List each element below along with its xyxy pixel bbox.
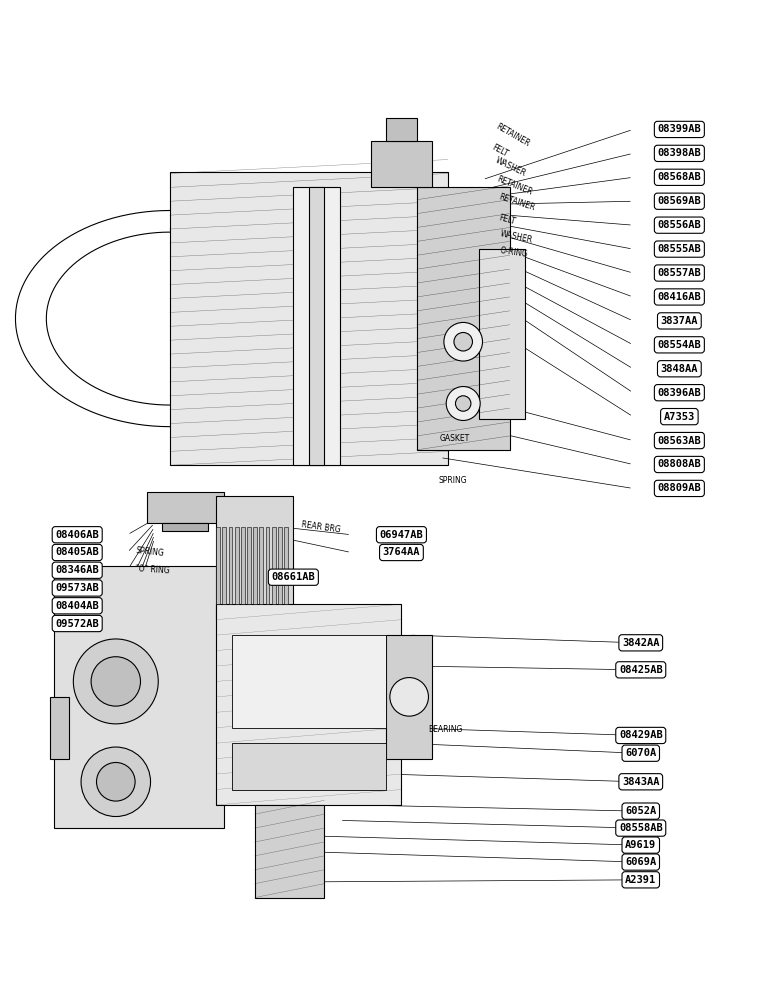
Text: RETAINER: RETAINER	[498, 193, 537, 213]
Text: 6069A: 6069A	[625, 857, 656, 867]
Text: 08429AB: 08429AB	[619, 730, 662, 740]
Text: SPRING: SPRING	[438, 476, 467, 485]
Bar	[222, 527, 226, 604]
Circle shape	[444, 322, 482, 361]
Text: 08558AB: 08558AB	[619, 823, 662, 833]
Text: FELT: FELT	[490, 143, 510, 159]
Bar	[278, 527, 282, 604]
Circle shape	[446, 387, 480, 420]
Text: WASHER: WASHER	[499, 229, 533, 245]
Bar	[232, 743, 386, 790]
Bar	[293, 187, 340, 465]
Text: RETAINER: RETAINER	[494, 122, 531, 148]
Text: 3764AA: 3764AA	[383, 547, 420, 557]
Text: 08555AB: 08555AB	[658, 244, 701, 254]
Text: GASKET: GASKET	[440, 434, 470, 443]
FancyBboxPatch shape	[170, 172, 448, 465]
Text: 08556AB: 08556AB	[658, 220, 701, 230]
Text: 09573AB: 09573AB	[56, 583, 99, 593]
Text: BEARING: BEARING	[428, 725, 463, 734]
Bar	[235, 527, 239, 604]
Bar	[216, 527, 220, 604]
Text: 3848AA: 3848AA	[661, 364, 698, 374]
Bar	[386, 118, 417, 141]
Text: A9619: A9619	[625, 840, 656, 850]
Bar	[386, 635, 432, 759]
Text: 08346AB: 08346AB	[56, 565, 99, 575]
Bar	[229, 527, 232, 604]
Circle shape	[455, 396, 471, 411]
Bar	[266, 527, 269, 604]
Text: 08808AB: 08808AB	[658, 459, 701, 469]
Bar	[241, 527, 245, 604]
Text: 3843AA: 3843AA	[622, 777, 659, 787]
Text: 08399AB: 08399AB	[658, 124, 701, 134]
Circle shape	[91, 657, 141, 706]
Text: 08554AB: 08554AB	[658, 340, 701, 350]
Text: 6070A: 6070A	[625, 748, 656, 758]
Text: REAR BRG: REAR BRG	[301, 520, 341, 534]
Bar	[253, 527, 257, 604]
Text: "O" RING: "O" RING	[135, 564, 170, 575]
Circle shape	[96, 762, 135, 801]
Bar	[232, 635, 386, 728]
Text: 6052A: 6052A	[625, 806, 656, 816]
Circle shape	[390, 678, 428, 716]
Bar	[255, 805, 324, 898]
Bar	[284, 527, 288, 604]
Text: 08406AB: 08406AB	[56, 530, 99, 540]
Bar	[216, 604, 401, 805]
Text: 08557AB: 08557AB	[658, 268, 701, 278]
Text: 09572AB: 09572AB	[56, 619, 99, 629]
Text: 08425AB: 08425AB	[619, 665, 662, 675]
Text: 06947AB: 06947AB	[380, 530, 423, 540]
Bar	[50, 697, 69, 759]
Circle shape	[454, 332, 472, 351]
Text: A2391: A2391	[625, 875, 656, 885]
Bar	[272, 527, 276, 604]
Bar	[309, 187, 324, 465]
Bar	[479, 249, 525, 419]
Text: 08809AB: 08809AB	[658, 483, 701, 493]
Text: O-RING: O-RING	[499, 247, 529, 259]
Circle shape	[81, 747, 151, 817]
Bar	[216, 496, 293, 620]
Circle shape	[73, 639, 158, 724]
Text: FELT: FELT	[498, 213, 516, 226]
Text: WASHER: WASHER	[494, 156, 528, 179]
Text: RETAINER: RETAINER	[496, 175, 533, 197]
Bar	[54, 566, 224, 828]
Text: 08404AB: 08404AB	[56, 601, 99, 611]
Text: 08563AB: 08563AB	[658, 436, 701, 446]
Text: 08396AB: 08396AB	[658, 388, 701, 398]
Bar	[259, 527, 263, 604]
Bar	[147, 492, 224, 523]
Text: 3837AA: 3837AA	[661, 316, 698, 326]
Text: 08398AB: 08398AB	[658, 148, 701, 158]
Text: 08568AB: 08568AB	[658, 172, 701, 182]
Bar	[247, 527, 251, 604]
Bar	[371, 141, 432, 187]
Text: 08661AB: 08661AB	[272, 572, 315, 582]
Text: 3842AA: 3842AA	[622, 638, 659, 648]
Text: SPRING: SPRING	[135, 546, 164, 558]
Bar	[417, 187, 510, 450]
Text: 08569AB: 08569AB	[658, 196, 701, 206]
Text: 08405AB: 08405AB	[56, 547, 99, 557]
Bar	[162, 523, 208, 531]
Text: A7353: A7353	[664, 412, 695, 422]
Text: 08416AB: 08416AB	[658, 292, 701, 302]
